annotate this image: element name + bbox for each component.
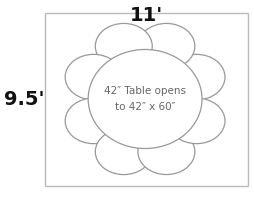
Circle shape bbox=[65, 54, 122, 100]
Circle shape bbox=[138, 129, 195, 175]
Text: 42″ Table opens: 42″ Table opens bbox=[104, 86, 186, 96]
Text: 9.5': 9.5' bbox=[4, 90, 44, 109]
Circle shape bbox=[138, 23, 195, 69]
Circle shape bbox=[168, 98, 225, 144]
Circle shape bbox=[65, 98, 122, 144]
Ellipse shape bbox=[88, 50, 202, 148]
Circle shape bbox=[95, 23, 152, 69]
Bar bbox=[45, 13, 248, 186]
Text: 11': 11' bbox=[130, 6, 163, 25]
Circle shape bbox=[168, 54, 225, 100]
Circle shape bbox=[95, 129, 152, 175]
Text: to 42″ x 60″: to 42″ x 60″ bbox=[115, 102, 175, 112]
